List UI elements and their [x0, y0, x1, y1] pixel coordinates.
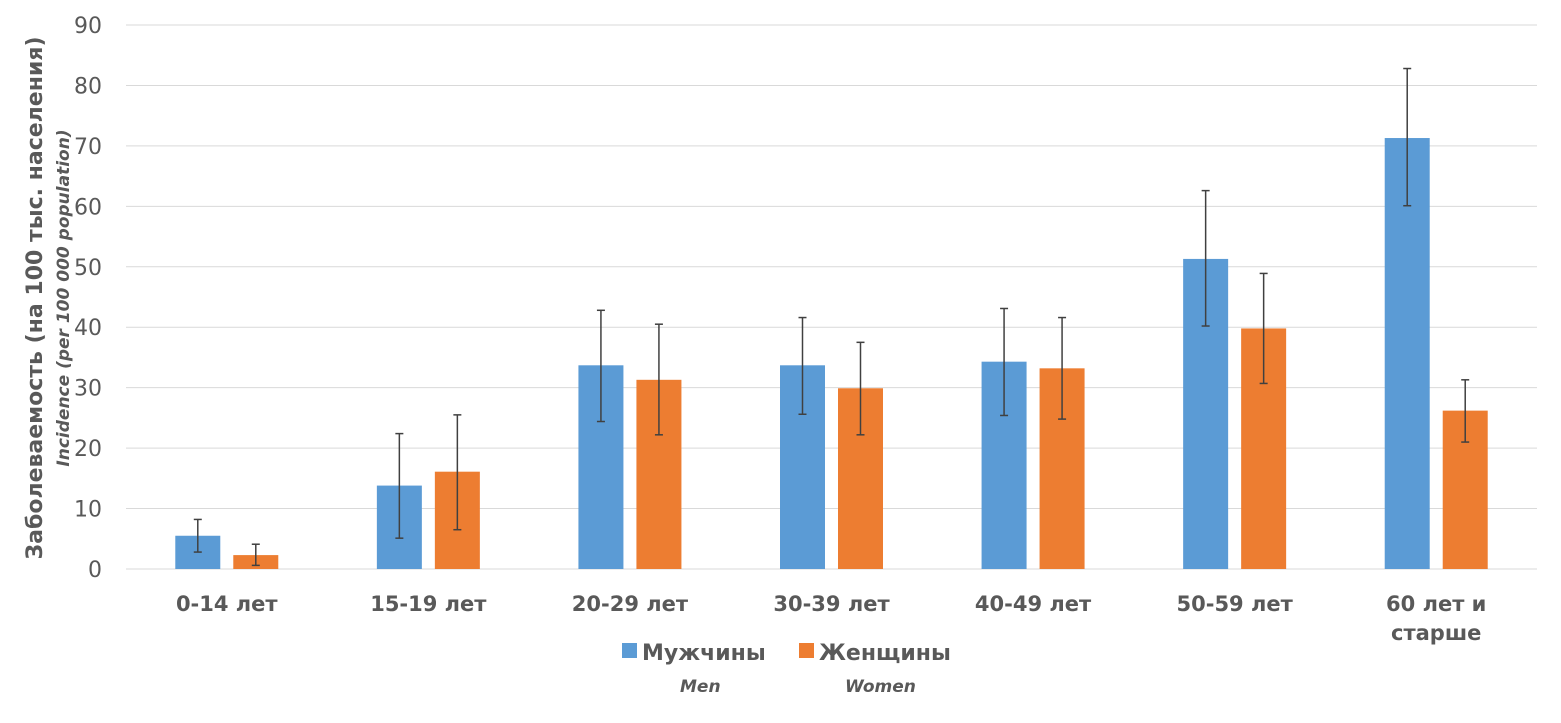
error-bars — [193, 67, 1470, 567]
legend-label-men-en: Men — [680, 677, 721, 697]
legend-label-men: Мужчины — [642, 641, 766, 666]
y-tick-label: 0 — [88, 558, 102, 583]
y-axis-label: Заболеваемость (на 100 тыс. населения) — [23, 36, 48, 559]
y-tick-label: 80 — [74, 74, 102, 99]
y-tick-label: 10 — [74, 498, 102, 523]
x-category-label: 15-19 лет — [370, 592, 487, 616]
x-category-label: 20-29 лет — [572, 592, 689, 616]
x-category-label: 30-39 лет — [773, 592, 890, 616]
legend: Мужчины Men Женщины Women — [622, 641, 951, 697]
y-tick-label: 90 — [74, 14, 102, 39]
y-tick-label: 20 — [74, 437, 102, 462]
legend-swatch-men — [622, 643, 637, 658]
bars — [175, 138, 1488, 569]
legend-swatch-women — [799, 643, 814, 658]
x-category-label: 60 лет и старше — [1386, 592, 1486, 645]
y-tick-label: 50 — [74, 256, 102, 281]
legend-label-women-en: Women — [845, 677, 916, 697]
x-category-label: 40-49 лет — [975, 592, 1092, 616]
x-category-label: 0-14 лет — [176, 592, 278, 616]
y-tick-label: 70 — [74, 135, 102, 160]
y-tick-label: 30 — [74, 377, 102, 402]
bar-men — [1384, 138, 1430, 569]
y-tick-label: 60 — [74, 195, 102, 220]
y-axis-label-en: Incidence (per 100 000 population) — [54, 129, 74, 466]
gridlines — [126, 24, 1537, 570]
y-axis-title: Заболеваемость (на 100 тыс. населения) I… — [23, 36, 74, 559]
legend-label-women: Женщины — [819, 641, 951, 666]
x-axis-categories: 0-14 лет 15-19 лет 20-29 лет 30-39 лет 40-49… — [176, 592, 1486, 645]
y-axis-ticks: 0 10 20 30 40 50 60 70 80 90 — [74, 14, 102, 583]
x-category-label: 50-59 лет — [1177, 592, 1294, 616]
y-tick-label: 40 — [74, 316, 102, 341]
